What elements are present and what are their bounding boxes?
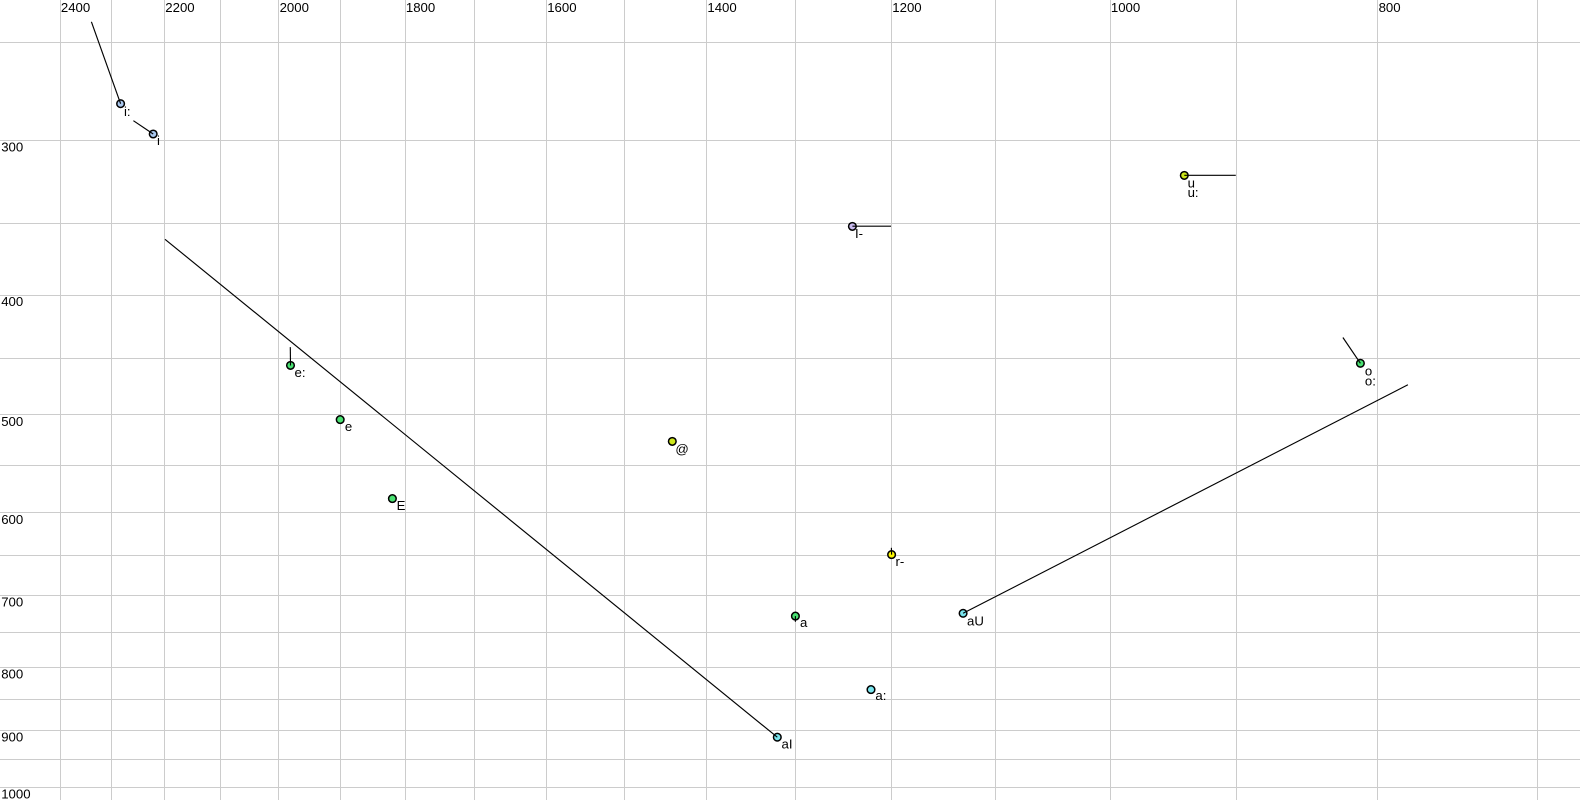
svg-text:300: 300 (1, 140, 23, 155)
svg-text:800: 800 (1, 666, 23, 681)
svg-text:i:: i: (124, 104, 131, 119)
svg-text:o:: o: (1365, 373, 1376, 388)
svg-text:1600: 1600 (547, 0, 576, 15)
svg-text:2000: 2000 (280, 0, 309, 15)
svg-text:o: o (1365, 363, 1372, 378)
svg-text:1000: 1000 (1111, 0, 1140, 15)
svg-text:800: 800 (1379, 0, 1401, 15)
svg-text:900: 900 (1, 730, 23, 745)
svg-text:1400: 1400 (707, 0, 736, 15)
svg-text:700: 700 (1, 595, 23, 610)
svg-text:2200: 2200 (165, 0, 194, 15)
svg-text:aU: aU (967, 614, 984, 629)
svg-text:a:: a: (875, 688, 886, 703)
svg-text:@: @ (675, 441, 688, 456)
svg-text:r-: r- (896, 554, 905, 569)
svg-text:u:: u: (1188, 185, 1199, 200)
svg-text:600: 600 (1, 512, 23, 527)
svg-text:1800: 1800 (406, 0, 435, 15)
svg-text:1200: 1200 (892, 0, 921, 15)
svg-text:a: a (800, 615, 808, 630)
svg-text:e:: e: (295, 365, 306, 380)
svg-text:aI: aI (782, 736, 793, 751)
svg-text:E: E (397, 498, 406, 513)
svg-text:400: 400 (1, 294, 23, 309)
svg-text:u: u (1188, 175, 1195, 190)
svg-text:1000: 1000 (1, 786, 30, 800)
svg-text:i: i (157, 133, 160, 148)
svg-text:500: 500 (1, 414, 23, 429)
svg-text:2400: 2400 (61, 0, 90, 15)
svg-text:I-: I- (855, 226, 863, 241)
svg-text:e: e (345, 419, 352, 434)
